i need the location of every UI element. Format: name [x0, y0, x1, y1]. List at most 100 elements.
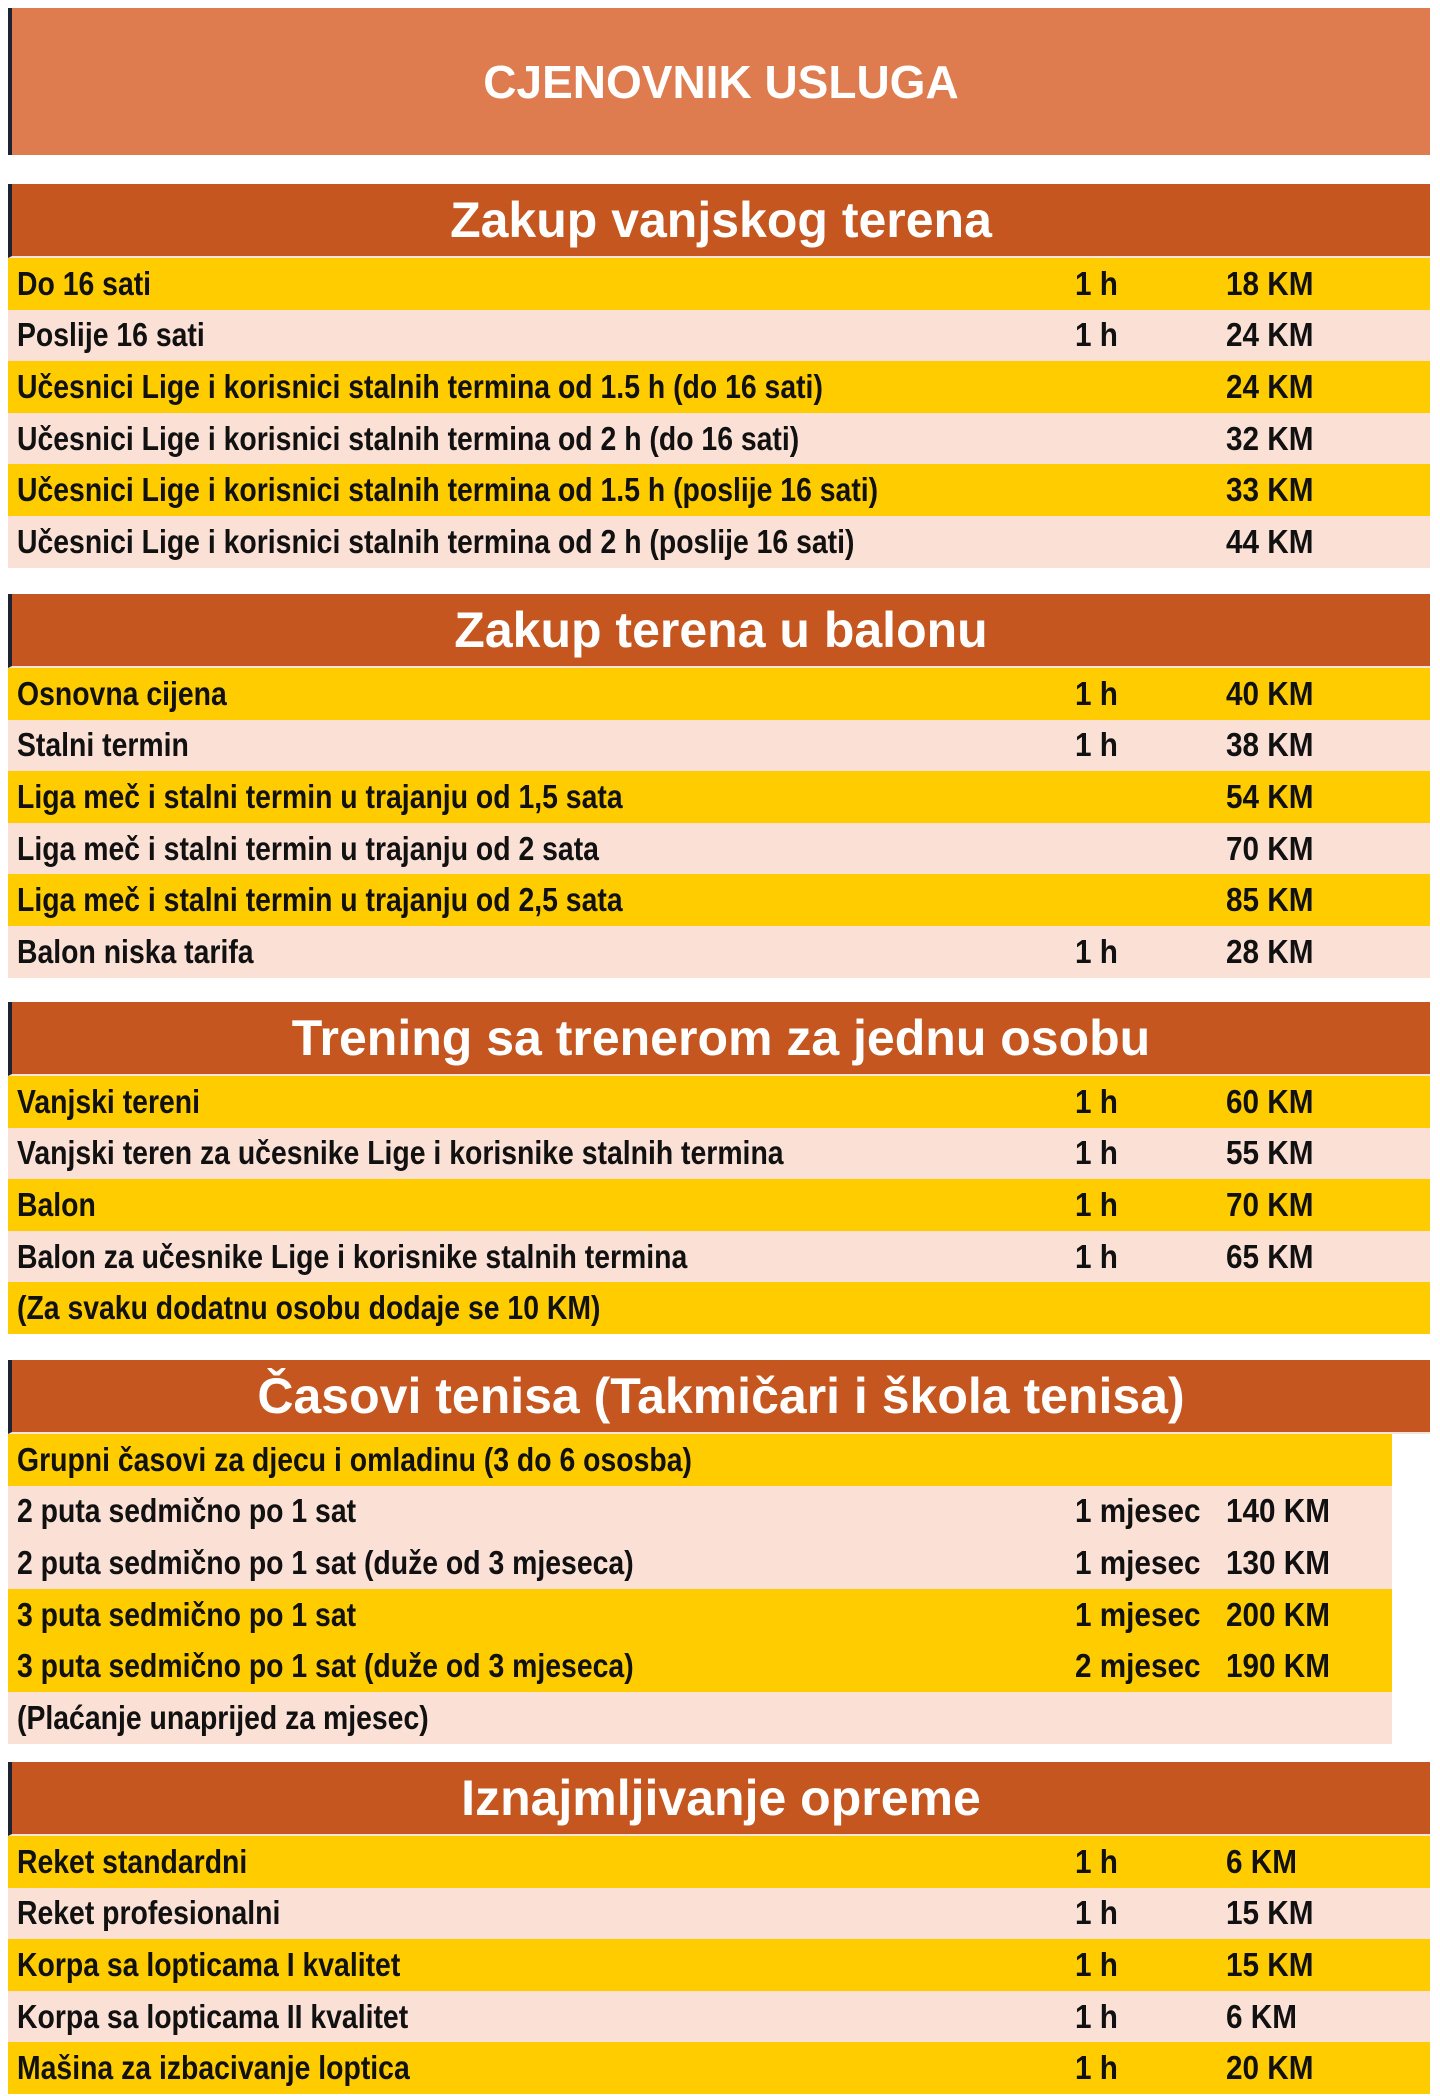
price-row: Vanjski tereni 1 h 60 KM	[8, 1076, 1430, 1128]
duration: 1 h	[1075, 932, 1118, 970]
price: 54 KM	[1226, 777, 1314, 815]
service-label: Poslije 16 sati	[17, 316, 205, 354]
service-label: (Za svaku dodatnu osobu dodaje se 10 KM)	[17, 1289, 601, 1327]
service-label: Balon	[17, 1185, 96, 1223]
price: 60 KM	[1226, 1082, 1314, 1120]
price-row: Do 16 sati 1 h 18 KM	[8, 258, 1430, 310]
service-label: Reket standardni	[17, 1842, 248, 1880]
price-row: Balon niska tarifa 1 h 28 KM	[8, 925, 1430, 978]
price-row: Poslije 16 sati 1 h 24 KM	[8, 309, 1430, 362]
price-section: Trening sa trenerom za jednu osobu Vanjs…	[8, 1002, 1430, 1334]
price-section: Zakup terena u balonu Osnovna cijena 1 h…	[8, 594, 1430, 978]
price-row: Stalni termin 1 h 38 KM	[8, 719, 1430, 772]
price-row: Učesnici Lige i korisnici stalnih termin…	[8, 464, 1430, 516]
price: 15 KM	[1226, 1894, 1314, 1932]
price: 18 KM	[1226, 264, 1314, 302]
price-row: Učesnici Lige i korisnici stalnih termin…	[8, 515, 1430, 568]
price: 55 KM	[1226, 1134, 1314, 1172]
price: 140 KM	[1226, 1492, 1331, 1530]
price-row: Korpa sa lopticama II kvalitet 1 h 6 KM	[8, 1990, 1430, 2043]
service-label: Liga meč i stalni termin u trajanju od 1…	[17, 777, 623, 815]
duration: 1 h	[1075, 1082, 1118, 1120]
price-row: Učesnici Lige i korisnici stalnih termin…	[8, 361, 1430, 413]
section-heading: Trening sa trenerom za jednu osobu	[8, 1002, 1430, 1076]
duration: 1 mjesec	[1075, 1543, 1201, 1581]
price-row: Učesnici Lige i korisnici stalnih termin…	[8, 412, 1430, 465]
duration: 1 h	[1075, 726, 1118, 764]
duration: 1 h	[1075, 1134, 1118, 1172]
price-row: (Za svaku dodatnu osobu dodaje se 10 KM)	[8, 1282, 1430, 1334]
service-label: 3 puta sedmično po 1 sat (duže od 3 mjes…	[17, 1647, 634, 1685]
price: 6 KM	[1226, 1842, 1297, 1880]
duration: 2 mjesec	[1075, 1647, 1201, 1685]
duration: 1 mjesec	[1075, 1595, 1201, 1633]
service-label: Balon niska tarifa	[17, 932, 254, 970]
duration: 1 mjesec	[1075, 1492, 1201, 1530]
price: 20 KM	[1226, 2049, 1314, 2087]
price: 130 KM	[1226, 1543, 1331, 1581]
service-label: Balon za učesnike Lige i korisnike staln…	[17, 1237, 688, 1275]
price: 24 KM	[1226, 367, 1314, 405]
price-row: Liga meč i stalni termin u trajanju od 2…	[8, 822, 1430, 875]
price: 200 KM	[1226, 1595, 1331, 1633]
service-label: Grupni časovi za djecu i omladinu (3 do …	[17, 1440, 692, 1478]
service-label: Učesnici Lige i korisnici stalnih termin…	[17, 471, 879, 509]
service-label: Vanjski teren za učesnike Lige i korisni…	[17, 1134, 784, 1172]
price-row: Balon 1 h 70 KM	[8, 1179, 1430, 1231]
price-row: Reket standardni 1 h 6 KM	[8, 1836, 1430, 1888]
price: 28 KM	[1226, 932, 1314, 970]
duration: 1 h	[1075, 1237, 1118, 1275]
service-label: Učesnici Lige i korisnici stalnih termin…	[17, 419, 800, 457]
service-label: 2 puta sedmično po 1 sat (duže od 3 mjes…	[17, 1543, 634, 1581]
price-section: Časovi tenisa (Takmičari i škola tenisa)…	[8, 1360, 1430, 1744]
price: 32 KM	[1226, 419, 1314, 457]
price: 190 KM	[1226, 1647, 1331, 1685]
service-label: Vanjski tereni	[17, 1082, 200, 1120]
price: 6 KM	[1226, 1997, 1297, 2035]
duration: 1 h	[1075, 316, 1118, 354]
price: 85 KM	[1226, 881, 1314, 919]
price-row: 3 puta sedmično po 1 sat (duže od 3 mjes…	[8, 1640, 1392, 1692]
section-heading: Zakup terena u balonu	[8, 594, 1430, 668]
price-row: Vanjski teren za učesnike Lige i korisni…	[8, 1127, 1430, 1180]
price-row: 2 puta sedmično po 1 sat 1 mjesec 140 KM	[8, 1485, 1392, 1538]
price-row: Reket profesionalni 1 h 15 KM	[8, 1887, 1430, 1940]
price-row: Korpa sa lopticama I kvalitet 1 h 15 KM	[8, 1939, 1430, 1991]
price-row: Liga meč i stalni termin u trajanju od 2…	[8, 874, 1430, 926]
price: 15 KM	[1226, 1945, 1314, 1983]
price-row: Balon za učesnike Lige i korisnike staln…	[8, 1230, 1430, 1283]
duration: 1 h	[1075, 264, 1118, 302]
duration: 1 h	[1075, 1894, 1118, 1932]
price-row: 3 puta sedmično po 1 sat 1 mjesec 200 KM	[8, 1588, 1392, 1641]
service-label: Reket profesionalni	[17, 1894, 281, 1932]
service-label: Liga meč i stalni termin u trajanju od 2…	[17, 881, 623, 919]
service-label: Do 16 sati	[17, 264, 152, 302]
service-label: Učesnici Lige i korisnici stalnih termin…	[17, 522, 855, 560]
section-heading: Iznajmljivanje opreme	[8, 1762, 1430, 1836]
price: 70 KM	[1226, 829, 1314, 867]
duration: 1 h	[1075, 1945, 1118, 1983]
section-heading: Zakup vanjskog terena	[8, 184, 1430, 258]
price-row: Mašina za izbacivanje loptica 1 h 20 KM	[8, 2042, 1430, 2094]
service-label: Korpa sa lopticama I kvalitet	[17, 1945, 401, 1983]
page-title: CJENOVNIK USLUGA	[8, 8, 1430, 155]
duration: 1 h	[1075, 1997, 1118, 2035]
service-label: Liga meč i stalni termin u trajanju od 2…	[17, 829, 599, 867]
price-row: (Plaćanje unaprijed za mjesec)	[8, 1691, 1392, 1744]
price-row: Grupni časovi za djecu i omladinu (3 do …	[8, 1434, 1392, 1486]
price: 33 KM	[1226, 471, 1314, 509]
duration: 1 h	[1075, 2049, 1118, 2087]
service-label: Učesnici Lige i korisnici stalnih termin…	[17, 367, 823, 405]
duration: 1 h	[1075, 674, 1118, 712]
duration: 1 h	[1075, 1842, 1118, 1880]
service-label: Mašina za izbacivanje loptica	[17, 2049, 410, 2087]
price-section: Zakup vanjskog terena Do 16 sati 1 h 18 …	[8, 184, 1430, 568]
service-label: (Plaćanje unaprijed za mjesec)	[17, 1698, 429, 1736]
price-row: Liga meč i stalni termin u trajanju od 1…	[8, 771, 1430, 823]
price-row: 2 puta sedmično po 1 sat (duže od 3 mjes…	[8, 1537, 1392, 1589]
price: 65 KM	[1226, 1237, 1314, 1275]
duration: 1 h	[1075, 1185, 1118, 1223]
price: 44 KM	[1226, 522, 1314, 560]
price: 38 KM	[1226, 726, 1314, 764]
price: 70 KM	[1226, 1185, 1314, 1223]
